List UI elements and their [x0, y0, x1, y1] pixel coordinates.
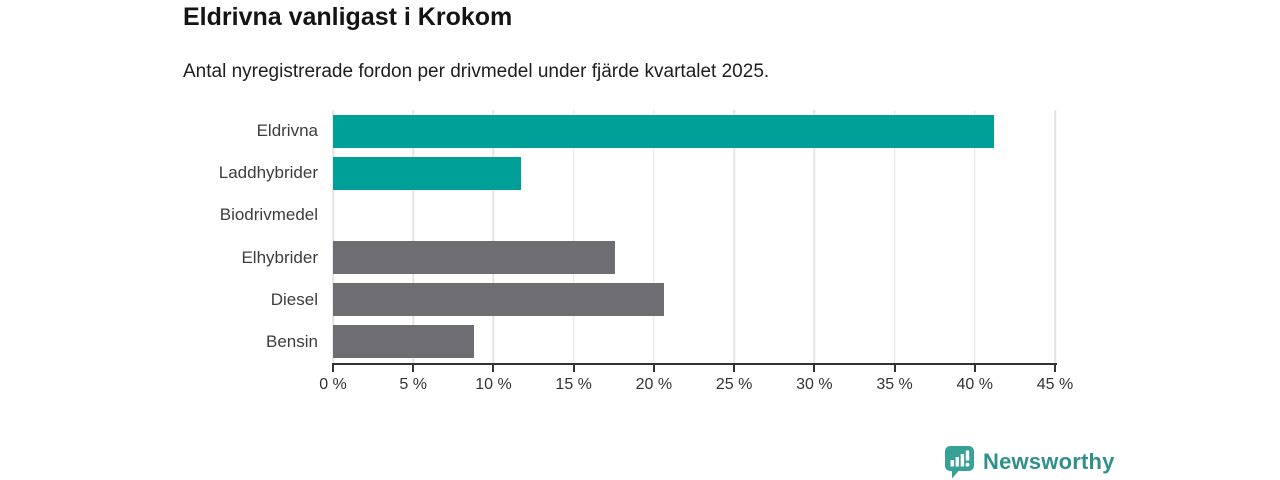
- axis-tick: [893, 365, 896, 372]
- category-label: Bensin: [266, 331, 318, 351]
- axis-tick-label: 0 %: [319, 376, 347, 393]
- axis-tick-label: 20 %: [635, 376, 673, 393]
- category-label: Biodrivmedel: [219, 205, 318, 225]
- category-label: Eldrivna: [256, 121, 318, 141]
- x-axis-line: [332, 363, 1057, 365]
- axis-tick-label: 30 %: [796, 376, 833, 393]
- axis-tick: [813, 365, 816, 372]
- page-title: Eldrivna vanligast i Krokom: [183, 3, 513, 31]
- axis-tick-label: 45 %: [1036, 376, 1074, 393]
- gridline: [733, 110, 735, 363]
- bar-track: [333, 194, 1055, 236]
- axis-tick: [572, 365, 575, 372]
- gridline: [572, 110, 575, 363]
- bar-track: [333, 321, 1055, 363]
- axis-tick-label: 25 %: [715, 376, 753, 393]
- bar-track: [333, 152, 1055, 194]
- gridline: [1054, 110, 1056, 363]
- gridline: [974, 110, 976, 363]
- bar-track: [333, 279, 1055, 321]
- gridline: [813, 110, 816, 363]
- chart-row: Laddhybrider: [0, 152, 1055, 194]
- gridline: [332, 110, 334, 363]
- gridline: [412, 110, 414, 363]
- chart-row: Bensin: [0, 321, 1055, 363]
- newsworthy-wordmark: Newsworthy: [983, 449, 1115, 474]
- axis-tick: [492, 365, 495, 372]
- bar-bensin: [333, 325, 475, 359]
- category-label: Elhybrider: [241, 247, 318, 267]
- axis-tick: [412, 365, 415, 372]
- bar-track: [333, 110, 1055, 152]
- gridlines: [332, 110, 1056, 363]
- bar-laddhybrider: [333, 156, 521, 190]
- bar-track: [333, 237, 1055, 279]
- chart-row: Elhybrider: [0, 237, 1055, 279]
- category-label: Diesel: [270, 289, 318, 309]
- axis-tick-label: 10 %: [475, 376, 512, 393]
- axis-tick: [1054, 365, 1056, 372]
- chart-row: Biodrivmedel: [0, 194, 1055, 236]
- axis-tick-label: 15 %: [555, 376, 592, 393]
- axis-tick: [733, 365, 736, 372]
- x-axis: 0 % 5 % 10 % 15 % 20 % 25 % 30 % 35 % 40 % 45 %: [319, 363, 1073, 408]
- bar-eldrivna: [333, 114, 995, 148]
- chart-row: Diesel: [0, 279, 1055, 321]
- category-label: Laddhybrider: [218, 163, 318, 183]
- chart-subtitle: Antal nyregistrerade fordon per drivmede…: [183, 61, 770, 82]
- chart-row: Eldrivna: [0, 110, 1055, 152]
- newsworthy-icon: [945, 446, 974, 479]
- chart-rows: Eldrivna Laddhybrider Biodrivmedel Elhybrid…: [0, 110, 1055, 363]
- axis-tick: [332, 365, 334, 372]
- axis-tick-label: 40 %: [956, 376, 993, 393]
- gridline: [492, 110, 495, 363]
- axis-tick-label: 5 %: [399, 376, 428, 393]
- bar-elhybrider: [333, 241, 616, 275]
- bar-chart: Eldrivna Laddhybrider Biodrivmedel Elhybrid…: [0, 110, 1073, 393]
- axis-tick-label: 35 %: [876, 376, 913, 393]
- axis-tick: [652, 365, 655, 372]
- bar-diesel: [333, 283, 664, 317]
- gridline: [653, 110, 655, 363]
- gridline: [893, 110, 896, 363]
- newsworthy-logo: Newsworthy: [944, 445, 1115, 479]
- axis-tick: [973, 365, 976, 372]
